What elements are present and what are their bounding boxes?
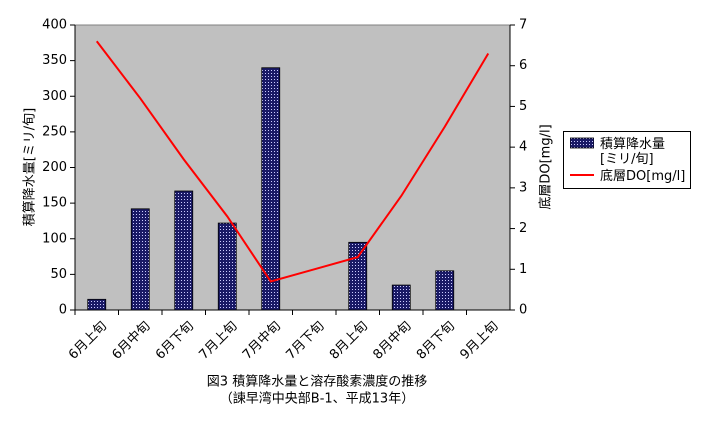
bar xyxy=(130,208,150,311)
x-tick-label: 7月上旬 xyxy=(197,319,241,363)
x-tick-label: 6月下旬 xyxy=(153,319,197,363)
y2-tick-label: 7 xyxy=(519,18,527,33)
y2-tick-label: 4 xyxy=(519,140,527,155)
y-tick-label: 200 xyxy=(42,160,67,175)
y2-tick-label: 6 xyxy=(519,58,527,73)
y2-tick-label: 3 xyxy=(519,180,527,195)
legend-item: 積算降水量[ミリ/旬] xyxy=(570,137,680,167)
x-tick-label: 7月下旬 xyxy=(284,319,328,363)
legend-label: 積算降水量[ミリ/旬] xyxy=(600,137,666,167)
legend-item: 底層DO[mg/l] xyxy=(570,169,704,184)
bar xyxy=(348,241,368,311)
x-tick-label: 7月中旬 xyxy=(240,319,284,363)
y2-tick-label: 5 xyxy=(519,99,527,114)
x-tick-label: 8月下旬 xyxy=(414,319,458,363)
x-tick-label: 6月上旬 xyxy=(66,319,110,363)
bar xyxy=(391,284,411,311)
y-tick-label: 100 xyxy=(42,231,67,246)
x-tick-label: 8月中旬 xyxy=(371,319,415,363)
bar xyxy=(261,67,281,311)
y2-axis-label: 底層DO[mg/l] xyxy=(538,124,554,209)
legend-swatch xyxy=(570,174,594,176)
legend-label: 底層DO[mg/l] xyxy=(600,169,686,184)
bar xyxy=(217,222,237,311)
x-tick-label: 6月中旬 xyxy=(110,319,154,363)
y-tick-label: 50 xyxy=(50,267,67,282)
bar xyxy=(87,298,107,311)
chart-subtitle: （諫早湾中央部B-1、平成13年） xyxy=(220,391,414,407)
bar xyxy=(174,190,194,311)
y-axis-label: 積算降水量[ミリ/旬] xyxy=(23,108,38,227)
x-tick-label: 9月上旬 xyxy=(458,319,502,363)
chart-title: 図3 積算降水量と溶存酸素濃度の推移 xyxy=(207,374,427,390)
y-tick-label: 400 xyxy=(42,18,67,33)
y2-tick-label: 1 xyxy=(519,262,527,277)
y-tick-label: 150 xyxy=(42,196,67,211)
legend: 積算降水量[ミリ/旬] 底層DO[mg/l] xyxy=(563,131,691,189)
y-tick-label: 350 xyxy=(42,53,67,68)
y-tick-label: 0 xyxy=(59,303,67,318)
line xyxy=(95,40,490,283)
y2-tick-label: 0 xyxy=(519,303,527,318)
y-tick-label: 300 xyxy=(42,89,67,104)
bar xyxy=(435,270,455,311)
y2-tick-label: 2 xyxy=(519,221,527,236)
legend-swatch xyxy=(570,137,594,149)
y-tick-label: 250 xyxy=(42,124,67,139)
x-tick-label: 8月上旬 xyxy=(327,319,371,363)
